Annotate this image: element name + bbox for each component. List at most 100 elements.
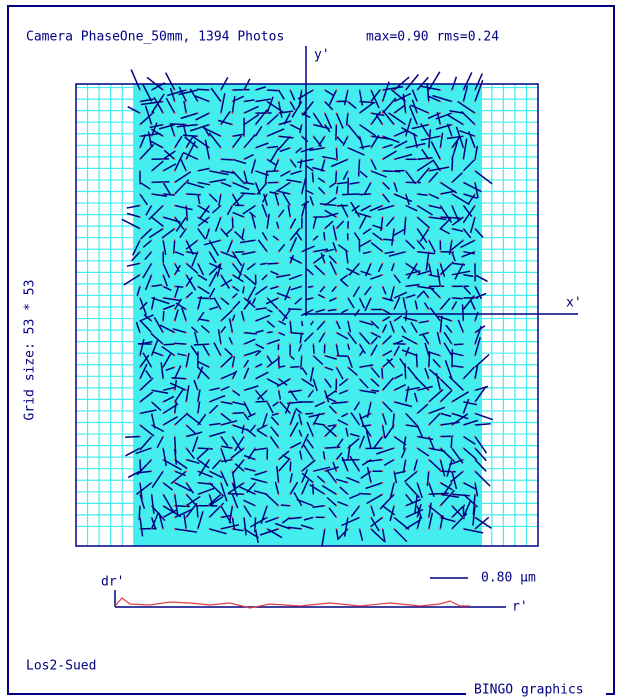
- grid-point: [197, 262, 199, 265]
- residual-vector: [420, 123, 430, 137]
- residual-vector: [241, 228, 245, 238]
- grid-point: [381, 458, 384, 461]
- grid-point: [347, 123, 349, 126]
- grid-point: [220, 100, 222, 103]
- residual-vector: [139, 363, 148, 380]
- residual-vector: [289, 481, 299, 495]
- residual-vector: [182, 151, 199, 160]
- residual-vector: [334, 170, 338, 183]
- residual-vector: [193, 379, 199, 391]
- grid-point: [277, 458, 280, 461]
- residual-vector: [271, 412, 279, 417]
- residual-vector: [289, 227, 301, 241]
- grid-point: [254, 412, 257, 415]
- grid-point: [462, 239, 465, 241]
- grid-point: [370, 435, 372, 438]
- grid-point: [266, 366, 268, 369]
- residual-vector: [330, 158, 349, 168]
- residual-vector: [289, 473, 293, 483]
- grid-point: [358, 112, 361, 114]
- grid-point: [358, 481, 361, 484]
- grid-point: [416, 516, 419, 519]
- grid-point: [173, 401, 176, 403]
- grid-point: [347, 204, 349, 207]
- grid-point: [254, 320, 257, 322]
- grid-point: [370, 112, 372, 114]
- residual-vector: [405, 283, 420, 288]
- residual-vector: [156, 436, 164, 449]
- grid-point: [139, 516, 141, 519]
- residual-vector: [451, 205, 460, 222]
- residual-vector: [335, 186, 339, 195]
- grid-point: [254, 135, 257, 137]
- residual-vector: [174, 458, 188, 470]
- grid-point: [428, 366, 430, 369]
- residual-vector: [317, 177, 326, 184]
- residual-vector: [436, 268, 442, 287]
- grid-point: [347, 447, 349, 449]
- residual-vector: [287, 389, 302, 394]
- grid-point: [220, 331, 222, 334]
- residual-vector: [340, 412, 349, 418]
- grid-point: [416, 424, 419, 426]
- residual-vector: [342, 170, 349, 180]
- residual-vector: [354, 211, 372, 218]
- residual-vector: [393, 193, 413, 203]
- residual-vector: [382, 358, 394, 368]
- residual-vector: [332, 225, 338, 241]
- grid-point: [451, 227, 453, 230]
- residual-vector: [244, 467, 256, 472]
- grid-point: [335, 458, 338, 461]
- grid-point: [197, 412, 199, 415]
- residual-vector: [185, 291, 194, 299]
- residual-vector: [220, 274, 230, 289]
- grid-point: [300, 412, 303, 415]
- grid-point: [335, 493, 338, 496]
- residual-vector: [179, 157, 187, 172]
- residual-vector: [474, 286, 483, 300]
- grid-point: [312, 285, 315, 288]
- residual-vector: [439, 261, 454, 276]
- residual-vector: [404, 363, 407, 379]
- residual-vector: [335, 320, 341, 330]
- grid-point: [324, 285, 326, 288]
- residual-vector: [312, 112, 324, 128]
- residual-vector: [400, 447, 407, 459]
- grid-point: [404, 216, 407, 218]
- residual-vector: [296, 498, 314, 507]
- grid-point: [324, 274, 326, 276]
- grid-point: [312, 528, 315, 530]
- residual-vector: [245, 428, 256, 438]
- grid-point: [289, 100, 292, 103]
- residual-vector: [267, 89, 280, 92]
- residual-vector: [278, 365, 286, 368]
- grid-point: [474, 100, 476, 103]
- residual-vector: [321, 484, 337, 495]
- residual-vector: [150, 332, 164, 345]
- grid-point: [393, 158, 395, 161]
- residual-vector: [269, 285, 279, 290]
- site: Los2-Sued: [26, 659, 96, 674]
- residual-vector: [337, 244, 349, 253]
- residual-vector: [381, 413, 388, 425]
- grid-point: [277, 424, 280, 426]
- residual-vector: [281, 454, 291, 461]
- residual-vector: [278, 331, 286, 336]
- grid-point: [439, 123, 442, 126]
- residual-vector: [243, 349, 260, 357]
- residual-vector: [158, 123, 175, 130]
- residual-vector: [162, 297, 180, 302]
- grid-point: [277, 412, 280, 415]
- residual-vector: [289, 409, 297, 426]
- grid-point: [231, 147, 234, 149]
- grid-point: [404, 505, 407, 507]
- grid-point: [277, 308, 280, 311]
- residual-vector: [174, 508, 194, 519]
- residual-vector: [404, 470, 418, 483]
- residual-vector: [393, 274, 401, 284]
- residual-vector: [300, 524, 314, 530]
- grid-point: [162, 181, 164, 184]
- residual-vector: [169, 123, 176, 137]
- grid-point: [416, 100, 419, 103]
- grid-point: [220, 227, 222, 230]
